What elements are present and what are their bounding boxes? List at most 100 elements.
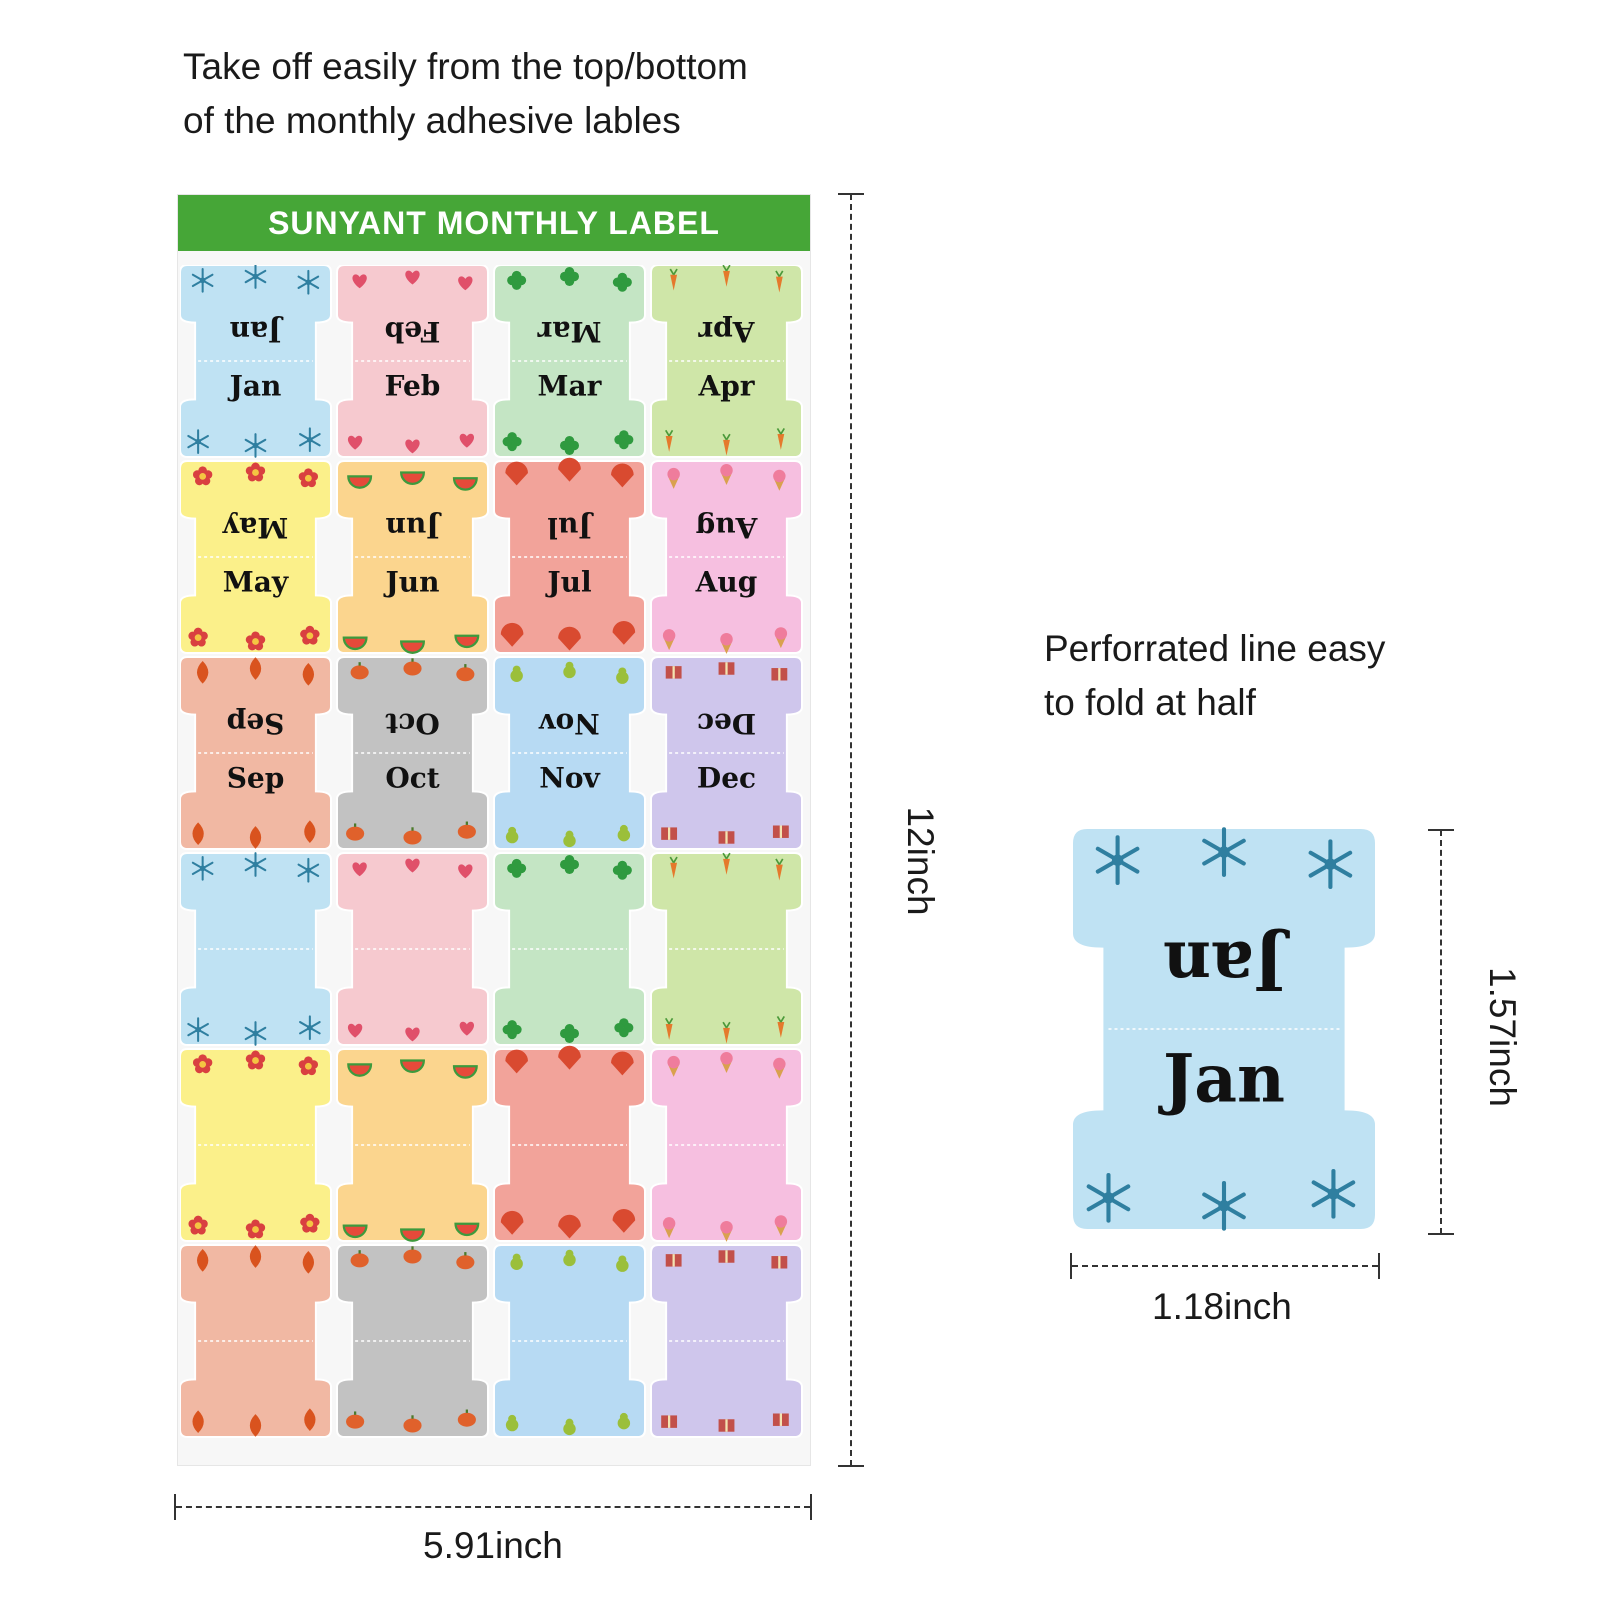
sample-month-label-text: Jan: [1158, 1039, 1285, 1117]
caption-side-line-2: to fold at half: [1044, 682, 1256, 723]
month-label-jul-text: Jul: [544, 566, 591, 599]
month-label-oct: Oct Oct: [336, 656, 489, 850]
month-label-mar-clover-icon: [559, 267, 580, 287]
month-label-apr-carrot-icon: [722, 265, 731, 287]
month-label-sep-leaf-icon: [249, 657, 262, 680]
blank-label-snowflake-snowflake-icon: [244, 1021, 267, 1046]
month-label-jul-shell-icon: [505, 461, 528, 486]
blank-label-snowflake-snowflake-icon: [244, 852, 267, 877]
blank-label-clover-clover-icon: [502, 1020, 522, 1040]
month-label-may: May May: [180, 460, 332, 654]
month-label-dec-text-upside-down: Dec: [697, 707, 756, 740]
month-label-nov-pear-icon: [617, 824, 631, 842]
month-label-jul-shell-icon: [611, 463, 634, 488]
month-label-feb-heart-icon: [347, 435, 363, 450]
blank-label-pear: [493, 1244, 646, 1438]
blank-label-shell-shell-icon: [611, 1051, 634, 1076]
sheet-width-line: [176, 1506, 810, 1508]
blank-label-carrot-carrot-icon: [669, 856, 678, 879]
blank-label-watermelon-watermelon-icon: [454, 1222, 480, 1237]
month-label-may-flower-icon: [192, 466, 213, 486]
sample-height-tick-bottom: [1428, 1233, 1454, 1235]
blank-label-watermelon-watermelon-icon: [452, 1065, 478, 1079]
month-label-jun-watermelon-icon: [400, 471, 425, 485]
blank-label-gift-gift-icon: [661, 1415, 678, 1428]
blank-label-snowflake-snowflake-icon: [191, 856, 214, 881]
month-label-feb-text: Feb: [385, 370, 441, 403]
month-label-nov: Nov Nov: [493, 656, 646, 850]
month-label-dec-gift-icon: [718, 662, 735, 675]
month-label-jan-snowflake-icon: [191, 268, 214, 293]
blank-label-leaf-leaf-icon: [192, 1410, 204, 1433]
blank-label-watermelon-watermelon-icon: [400, 1228, 425, 1242]
blank-label-icecream-icecream-icon: [774, 1215, 788, 1237]
blank-label-icecream-icecream-icon: [773, 1057, 786, 1079]
month-label-mar-clover-icon: [507, 270, 527, 290]
month-label-jun-watermelon-icon: [347, 475, 373, 489]
sheet-width-label: 5.91inch: [423, 1525, 563, 1566]
blank-label-flower-flower-icon: [300, 1213, 320, 1233]
blank-label-pumpkin-pumpkin-icon: [403, 1415, 422, 1433]
blank-label-pear-pear-icon: [563, 1249, 576, 1267]
caption-top: Take off easily from the top/bottom of t…: [183, 40, 748, 148]
blank-label-icecream-icecream-icon: [720, 1052, 733, 1073]
month-label-apr-text-upside-down: Apr: [697, 315, 755, 348]
month-label-jan-text: Jan: [227, 370, 282, 403]
month-label-sep-leaf-icon: [192, 822, 204, 845]
blank-label-clover-clover-icon: [559, 1023, 580, 1043]
blank-label-icecream-icecream-icon: [667, 1055, 680, 1077]
sample-width-tick-left: [1070, 1253, 1072, 1279]
month-label-jan-text-upside-down: Jan: [230, 315, 285, 348]
month-label-jun-watermelon-icon: [452, 477, 478, 491]
blank-label-carrot-carrot-icon: [722, 1021, 731, 1044]
month-label-may-text-upside-down: May: [222, 511, 288, 544]
month-label-apr-carrot-icon: [775, 270, 784, 293]
month-label-nov-pear-icon: [505, 826, 519, 844]
month-label-jan-snowflake-icon: [299, 427, 321, 453]
month-label-sep-text-upside-down: Sep: [227, 707, 285, 740]
blank-label-icecream-icecream-icon: [662, 1217, 676, 1239]
blank-label-leaf-leaf-icon: [249, 1245, 262, 1268]
month-label-sep-text: Sep: [227, 762, 285, 795]
sample-label: Jan Jan: [1071, 827, 1377, 1231]
sample-month-label-snowflake-icon: [1202, 1181, 1246, 1231]
month-label-dec-gift-icon: [718, 831, 735, 844]
month-label-oct-pumpkin-icon: [350, 662, 369, 680]
month-label-jul-shell-icon: [612, 620, 636, 645]
blank-label-carrot-carrot-icon: [776, 1015, 785, 1038]
blank-label-pear-pear-icon: [505, 1414, 519, 1432]
blank-label-clover-clover-icon: [559, 855, 580, 875]
blank-label-heart-heart-icon: [347, 1023, 363, 1038]
month-label-may-text: May: [223, 566, 289, 599]
month-label-may-flower-icon: [300, 625, 320, 645]
blank-label-heart-heart-icon: [459, 1021, 475, 1036]
blank-label-snowflake: [180, 852, 332, 1046]
month-label-apr: Apr Apr: [650, 265, 803, 458]
month-label-aug-text-upside-down: Aug: [696, 511, 759, 544]
month-label-jul-text-upside-down: Jul: [547, 511, 594, 544]
month-label-nov-text-upside-down: Nov: [539, 707, 600, 740]
blank-label-flower-flower-icon: [298, 1056, 319, 1076]
blank-label-clover-clover-icon: [612, 860, 632, 880]
month-label-dec-gift-icon: [661, 827, 678, 840]
month-label-feb-heart-icon: [458, 276, 473, 291]
caption-side-line-1: Perforrated line easy: [1044, 628, 1386, 669]
blank-label-pear-pear-icon: [510, 1253, 523, 1270]
sheet-height-tick-bottom: [838, 1465, 864, 1467]
month-label-may-flower-icon: [298, 468, 319, 488]
month-label-dec-gift-icon: [665, 666, 682, 679]
sheet-height-label: 12inch: [900, 806, 941, 916]
blank-label-leaf-leaf-icon: [249, 1414, 262, 1437]
blank-label-leaf: [180, 1244, 332, 1438]
blank-label-shell: [493, 1045, 646, 1242]
month-label-oct-pumpkin-icon: [403, 827, 422, 845]
month-label-feb-text-upside-down: Feb: [385, 315, 441, 348]
month-label-oct-pumpkin-icon: [457, 821, 476, 839]
month-label-sep-leaf-icon: [302, 662, 315, 686]
blank-label-heart-heart-icon: [458, 864, 473, 879]
blank-label-shell-shell-icon: [558, 1045, 581, 1070]
blank-label-watermelon-watermelon-icon: [342, 1224, 368, 1239]
blank-label-flower-flower-icon: [188, 1215, 208, 1235]
blank-label-clover-clover-icon: [614, 1018, 634, 1038]
month-label-sep-leaf-icon: [304, 820, 316, 844]
